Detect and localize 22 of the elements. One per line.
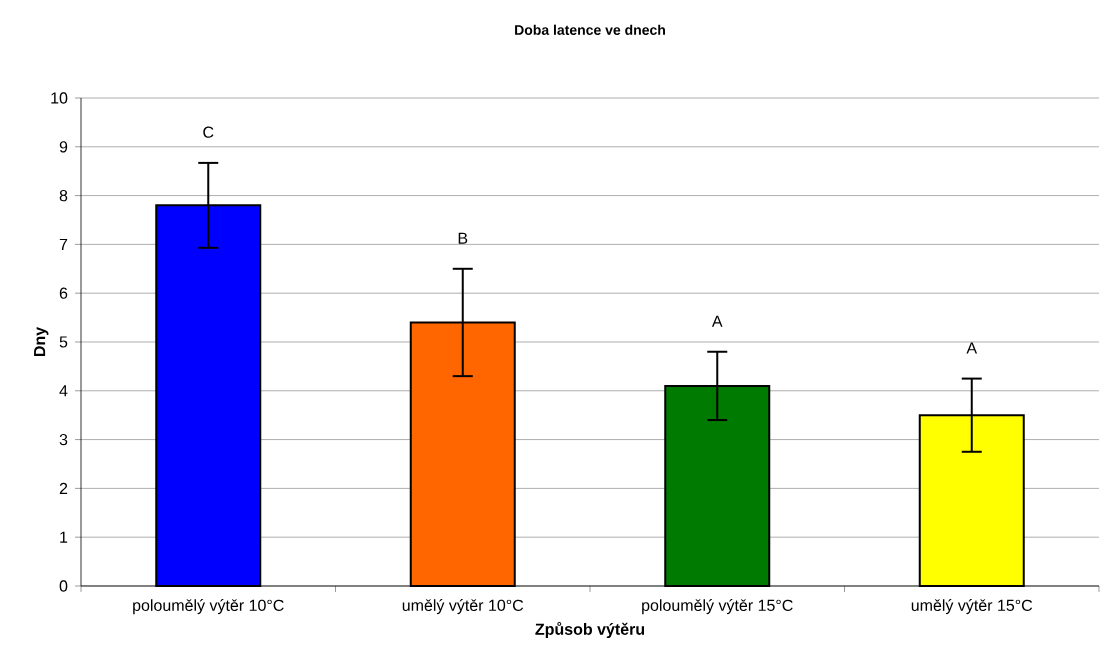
y-tick-label: 3 bbox=[59, 433, 68, 446]
y-tick-label: 10 bbox=[51, 92, 68, 104]
x-axis-title: Způsob výtěru bbox=[535, 621, 645, 639]
y-tick-label: 0 bbox=[59, 580, 68, 592]
chart-title: Doba latence ve dnech bbox=[515, 24, 665, 35]
annotation: A bbox=[966, 342, 978, 354]
y-tick-label: 5 bbox=[59, 336, 68, 348]
y-tick-label: 6 bbox=[59, 287, 68, 299]
annotation: B bbox=[458, 232, 468, 244]
y-tick-label: 4 bbox=[59, 385, 68, 397]
x-tick-label: poloumělý výtěr 10°C bbox=[133, 599, 284, 615]
x-tick-label: umělý výtěr 15°C bbox=[911, 599, 1033, 615]
y-axis-title: Dny bbox=[34, 326, 49, 357]
x-tick-label: poloumělý výtěr 15°C bbox=[642, 599, 793, 615]
y-tick-label: 7 bbox=[59, 238, 68, 250]
x-tick-label: umělý výtěr 10°C bbox=[402, 599, 524, 615]
y-tick-label: 8 bbox=[59, 189, 68, 202]
annotation: C bbox=[203, 126, 214, 138]
annotation: A bbox=[711, 315, 723, 327]
y-tick-label: 9 bbox=[59, 141, 68, 153]
y-tick-label: 1 bbox=[60, 531, 68, 543]
y-tick-label: 2 bbox=[59, 482, 68, 494]
